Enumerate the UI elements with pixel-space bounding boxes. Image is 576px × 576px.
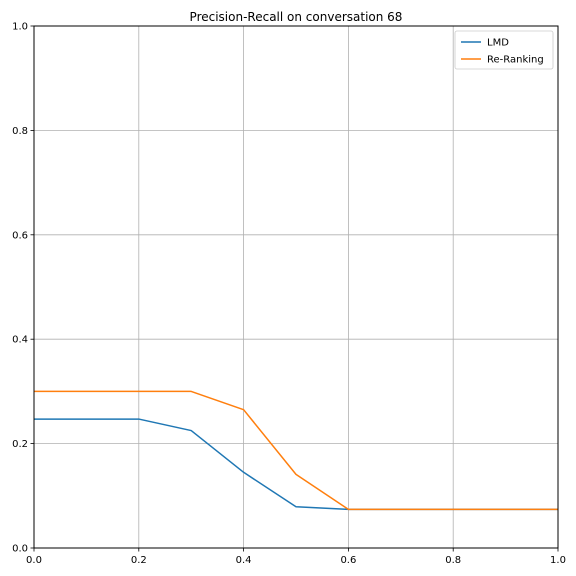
y-tick-label: 0.6 xyxy=(12,230,28,241)
x-tick-label: 0.8 xyxy=(445,555,461,566)
y-tick-label: 0.4 xyxy=(12,335,28,346)
y-tick-label: 0.2 xyxy=(12,439,28,450)
x-tick-label: 0.6 xyxy=(340,555,356,566)
series-lines xyxy=(34,390,558,511)
chart-title: Precision-Recall on conversation 68 xyxy=(190,10,403,24)
y-tick-label: 1.0 xyxy=(12,22,28,33)
x-tick-label: 0.4 xyxy=(236,555,252,566)
x-tick-label: 0.2 xyxy=(131,555,147,566)
axis-ticks: 0.0 0.2 0.4 0.6 0.8 1.0 0.0 0.2 0.4 0.6 0.8 1.0 xyxy=(12,22,566,567)
series-line-re-ranking xyxy=(34,390,558,511)
legend: LMD Re-Ranking xyxy=(454,30,554,70)
y-tick-label: 0.8 xyxy=(12,126,28,137)
x-tick-label: 0.0 xyxy=(26,555,42,566)
y-tick-label: 0.0 xyxy=(12,544,28,555)
plot-frame xyxy=(33,25,559,549)
legend-label: LMD xyxy=(487,38,509,49)
legend-label: Re-Ranking xyxy=(487,55,544,66)
x-tick-label: 1.0 xyxy=(550,555,566,566)
